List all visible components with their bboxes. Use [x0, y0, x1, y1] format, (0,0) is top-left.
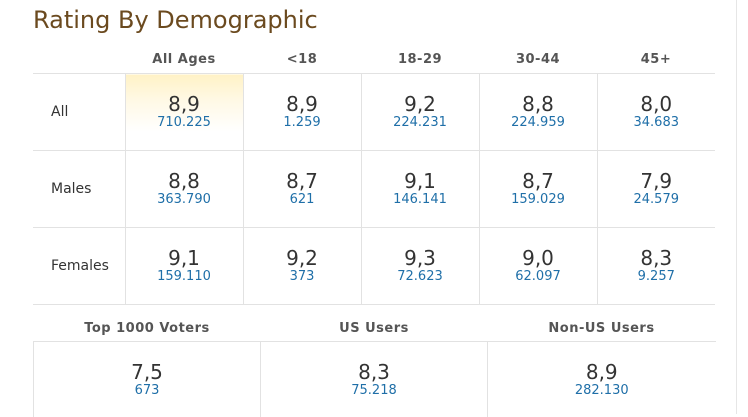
demographic-table: All Ages <18 18-29 30-44 45+ All 8,9 710… [33, 46, 715, 305]
rating-value: 9,3 [362, 247, 479, 269]
rating-value: 9,2 [362, 93, 479, 115]
rating-cell: 8,9 1.259 [243, 74, 361, 151]
rating-cell: 8,7 159.029 [479, 151, 597, 228]
votes-link[interactable]: 24.579 [598, 192, 716, 208]
section-title: Rating By Demographic [33, 6, 318, 34]
rating-value: 9,1 [362, 170, 479, 192]
column-header-us-users: US Users [261, 316, 488, 342]
votes-link[interactable]: 363.790 [126, 192, 243, 208]
votes-link[interactable]: 373 [244, 269, 361, 285]
votes-link[interactable]: 673 [34, 383, 260, 399]
rating-cell: 8,0 34.683 [597, 74, 715, 151]
votes-link[interactable]: 62.097 [480, 269, 597, 285]
column-header-non-us-users: Non-US Users [488, 316, 716, 342]
table-row: Males 8,8 363.790 8,7 621 9,1 146.141 8,… [33, 151, 715, 228]
corner-header [33, 46, 125, 74]
rating-value: 8,0 [598, 93, 716, 115]
votes-link[interactable]: 621 [244, 192, 361, 208]
rating-cell: 9,2 373 [243, 228, 361, 305]
rating-value: 9,0 [480, 247, 597, 269]
rating-cell: 9,2 224.231 [361, 74, 479, 151]
rating-value: 9,2 [244, 247, 361, 269]
rating-value: 8,8 [126, 170, 243, 192]
rating-cell: 9,0 62.097 [479, 228, 597, 305]
rating-cell: 9,3 72.623 [361, 228, 479, 305]
column-header-under-18: <18 [243, 46, 361, 74]
votes-link[interactable]: 34.683 [598, 115, 716, 131]
votes-link[interactable]: 282.130 [488, 383, 716, 399]
rating-cell: 7,9 24.579 [597, 151, 715, 228]
rating-value: 8,9 [488, 361, 716, 383]
votes-link[interactable]: 1.259 [244, 115, 361, 131]
column-header-top-1000-voters: Top 1000 Voters [34, 316, 261, 342]
rating-value: 8,3 [261, 361, 487, 383]
votes-link[interactable]: 710.225 [126, 115, 243, 131]
row-label-males: Males [33, 151, 125, 228]
table-row: All 8,9 710.225 8,9 1.259 9,2 224.231 8,… [33, 74, 715, 151]
rating-cell: 8,3 9.257 [597, 228, 715, 305]
rating-cell: 8,8 224.959 [479, 74, 597, 151]
rating-value: 8,3 [598, 247, 716, 269]
column-header-30-44: 30-44 [479, 46, 597, 74]
row-label-all: All [33, 74, 125, 151]
votes-link[interactable]: 9.257 [598, 269, 716, 285]
votes-link[interactable]: 146.141 [362, 192, 479, 208]
summary-table: Top 1000 Voters US Users Non-US Users 7,… [33, 316, 716, 417]
rating-cell: 8,9 710.225 [125, 74, 243, 151]
table-row: Females 9,1 159.110 9,2 373 9,3 72.623 9… [33, 228, 715, 305]
votes-link[interactable]: 75.218 [261, 383, 487, 399]
summary-header-row: Top 1000 Voters US Users Non-US Users [34, 316, 716, 342]
votes-link[interactable]: 159.029 [480, 192, 597, 208]
rating-cell: 9,1 159.110 [125, 228, 243, 305]
rating-value: 8,9 [244, 93, 361, 115]
column-header-18-29: 18-29 [361, 46, 479, 74]
rating-cell: 8,9 282.130 [488, 342, 716, 417]
votes-link[interactable]: 224.959 [480, 115, 597, 131]
rating-value: 8,7 [480, 170, 597, 192]
column-header-45-plus: 45+ [597, 46, 715, 74]
rating-value: 9,1 [126, 247, 243, 269]
rating-value: 8,8 [480, 93, 597, 115]
rating-value: 8,9 [126, 93, 243, 115]
rating-cell: 8,8 363.790 [125, 151, 243, 228]
votes-link[interactable]: 159.110 [126, 269, 243, 285]
rating-cell: 8,7 621 [243, 151, 361, 228]
votes-link[interactable]: 72.623 [362, 269, 479, 285]
header-row: All Ages <18 18-29 30-44 45+ [33, 46, 715, 74]
rating-value: 7,9 [598, 170, 716, 192]
rating-value: 7,5 [34, 361, 260, 383]
votes-link[interactable]: 224.231 [362, 115, 479, 131]
row-label-females: Females [33, 228, 125, 305]
rating-cell: 8,3 75.218 [261, 342, 488, 417]
column-header-all-ages: All Ages [125, 46, 243, 74]
rating-cell: 9,1 146.141 [361, 151, 479, 228]
table-row: 7,5 673 8,3 75.218 8,9 282.130 [34, 342, 716, 417]
rating-cell: 7,5 673 [34, 342, 261, 417]
rating-value: 8,7 [244, 170, 361, 192]
divider [736, 0, 737, 414]
